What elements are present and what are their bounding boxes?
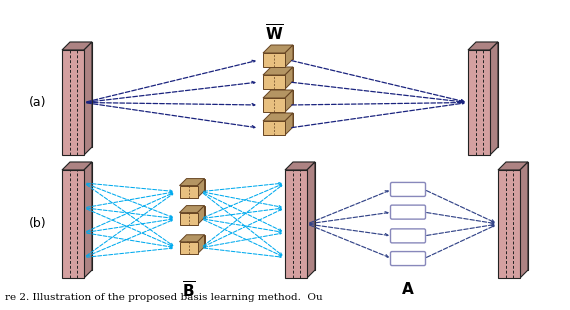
Polygon shape (70, 42, 92, 147)
Polygon shape (263, 90, 293, 98)
Polygon shape (271, 90, 293, 104)
Polygon shape (468, 50, 490, 155)
Polygon shape (180, 242, 197, 254)
Polygon shape (197, 206, 205, 225)
Polygon shape (263, 45, 293, 53)
Text: (a): (a) (29, 96, 47, 109)
Polygon shape (180, 179, 205, 186)
Polygon shape (180, 213, 197, 225)
FancyBboxPatch shape (390, 183, 425, 197)
Text: $\overline{\mathbf{W}}$: $\overline{\mathbf{W}}$ (264, 24, 283, 44)
Text: $\overline{\mathbf{B}}$: $\overline{\mathbf{B}}$ (182, 281, 196, 301)
Polygon shape (186, 235, 205, 247)
Text: (b): (b) (29, 218, 47, 231)
Polygon shape (62, 162, 92, 170)
Polygon shape (498, 170, 520, 278)
Polygon shape (271, 113, 293, 127)
FancyBboxPatch shape (390, 229, 425, 243)
Polygon shape (186, 179, 205, 191)
Polygon shape (62, 170, 84, 278)
Polygon shape (520, 162, 528, 278)
Polygon shape (285, 67, 293, 89)
Polygon shape (263, 113, 293, 121)
Polygon shape (197, 179, 205, 197)
Polygon shape (84, 42, 92, 155)
Polygon shape (506, 162, 528, 270)
Polygon shape (476, 42, 498, 147)
Polygon shape (271, 45, 293, 59)
Polygon shape (180, 186, 197, 197)
Polygon shape (197, 235, 205, 254)
Polygon shape (84, 162, 92, 278)
FancyBboxPatch shape (390, 251, 425, 266)
FancyBboxPatch shape (390, 205, 425, 219)
Polygon shape (186, 206, 205, 218)
Polygon shape (263, 121, 285, 135)
Polygon shape (271, 67, 293, 81)
Polygon shape (285, 162, 315, 170)
Text: re 2. Illustration of the proposed basis learning method.  Ou: re 2. Illustration of the proposed basis… (5, 293, 323, 302)
Polygon shape (263, 75, 285, 89)
Polygon shape (285, 45, 293, 67)
Polygon shape (263, 98, 285, 112)
Polygon shape (62, 50, 84, 155)
Polygon shape (180, 206, 205, 213)
Polygon shape (180, 235, 205, 242)
Polygon shape (285, 90, 293, 112)
Polygon shape (263, 53, 285, 67)
Polygon shape (263, 67, 293, 75)
Polygon shape (490, 42, 498, 155)
Polygon shape (293, 162, 315, 270)
Polygon shape (468, 42, 498, 50)
Polygon shape (285, 170, 307, 278)
Polygon shape (70, 162, 92, 270)
Polygon shape (307, 162, 315, 278)
Polygon shape (285, 113, 293, 135)
Polygon shape (62, 42, 92, 50)
Polygon shape (498, 162, 528, 170)
Text: $\mathbf{A}$: $\mathbf{A}$ (401, 281, 415, 297)
